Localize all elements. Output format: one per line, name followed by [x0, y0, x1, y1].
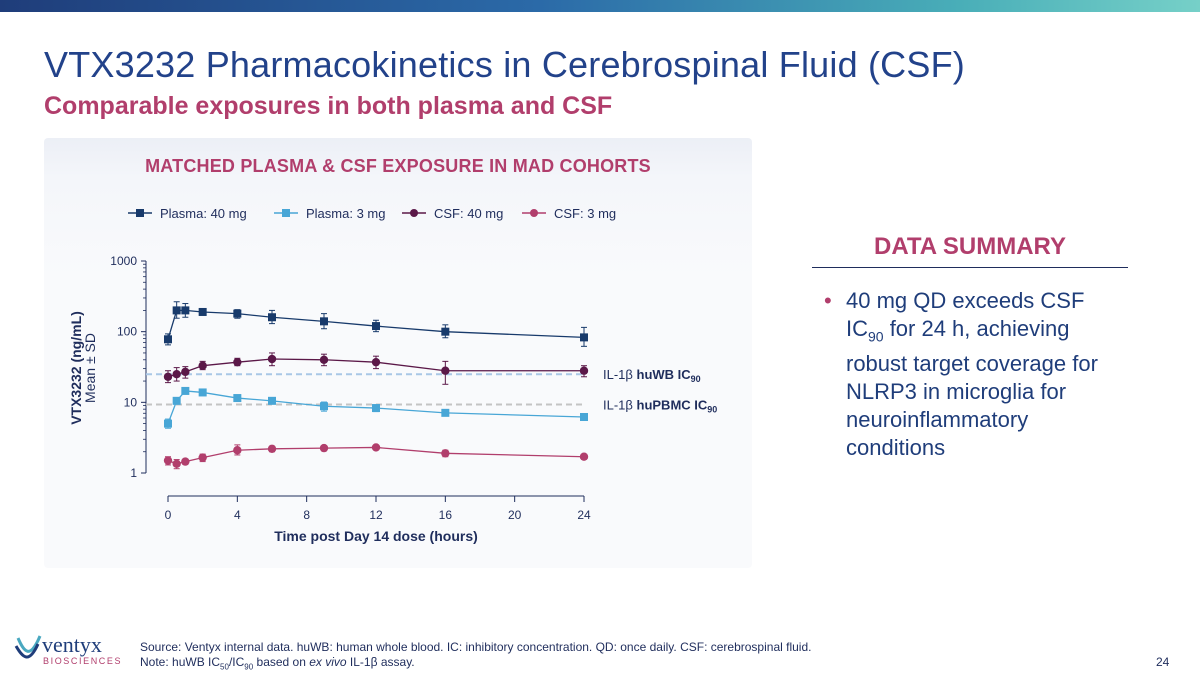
- x-tick-label: 12: [369, 508, 383, 522]
- footer-note: Note: huWB IC50/IC90 based on ex vivo IL…: [140, 655, 415, 672]
- page-subtitle: Comparable exposures in both plasma and …: [44, 92, 613, 120]
- x-axis-label: Time post Day 14 dose (hours): [274, 528, 478, 544]
- data-point: [372, 404, 380, 413]
- data-point: [181, 386, 190, 395]
- data-point: [198, 453, 207, 462]
- data-point: [172, 459, 181, 468]
- data-point: [268, 313, 276, 322]
- x-tick-label: 16: [439, 508, 453, 522]
- data-point: [172, 370, 181, 379]
- series-line: [167, 309, 585, 340]
- data-point: [371, 443, 381, 452]
- data-point: [233, 394, 242, 403]
- legend-marker: [282, 209, 290, 217]
- series-line: [167, 446, 585, 465]
- page-number: 24: [1156, 655, 1170, 669]
- data-point: [172, 306, 181, 315]
- footer-notes: Source: Ventyx internal data. huWB: huma…: [140, 640, 811, 674]
- y-tick-label: 100: [117, 325, 137, 339]
- x-tick-label: 0: [165, 508, 172, 522]
- legend-label: Plasma: 3 mg: [306, 206, 385, 221]
- legend-label: CSF: 3 mg: [554, 206, 616, 221]
- data-point: [164, 419, 172, 428]
- data-point: [164, 335, 172, 344]
- data-point: [198, 307, 207, 316]
- y-axis-sublabel: Mean ± SD: [82, 333, 98, 403]
- logo-wordmark: ventyx: [42, 632, 102, 657]
- x-tick-label: 8: [303, 508, 310, 522]
- data-point: [441, 449, 450, 458]
- data-point: [172, 396, 181, 405]
- data-point: [181, 306, 190, 315]
- chart-panel-title: MATCHED PLASMA & CSF EXPOSURE IN MAD COH…: [145, 156, 651, 176]
- summary-bullet-text: 40 mg QD exceeds CSF IC90 for 24 h, achi…: [846, 288, 1098, 461]
- x-tick-label: 24: [577, 508, 591, 522]
- x-tick-label: 4: [234, 508, 241, 522]
- series-line: [167, 358, 584, 378]
- legend-marker: [530, 209, 538, 217]
- data-point: [163, 372, 173, 381]
- data-point: [441, 327, 450, 336]
- data-point: [233, 446, 242, 455]
- ventyx-logo-icon: [14, 635, 42, 659]
- data-point: [319, 443, 329, 453]
- reference-line-label: IL-1β huWB IC90: [603, 367, 701, 384]
- page-title: VTX3232 Pharmacokinetics in Cerebrospina…: [44, 44, 965, 85]
- data-point: [268, 396, 276, 405]
- data-point: [181, 367, 190, 377]
- legend-marker: [410, 209, 418, 217]
- data-point: [163, 456, 173, 465]
- data-point: [233, 357, 242, 367]
- reference-line-label: IL-1β huPBMC IC90: [603, 398, 717, 415]
- data-point: [267, 354, 277, 364]
- logo-subtext: BIOSCIENCES: [43, 656, 123, 666]
- top-gradient-bar: [0, 0, 1200, 12]
- x-tick-label: 20: [508, 508, 522, 522]
- data-point: [320, 317, 328, 326]
- footer-source: Source: Ventyx internal data. huWB: huma…: [140, 640, 812, 654]
- y-axis-label: VTX3232 (ng/mL): [68, 311, 84, 425]
- data-point: [580, 413, 588, 422]
- y-tick-label: 10: [124, 395, 138, 409]
- summary-title: DATA SUMMARY: [874, 233, 1066, 260]
- bullet-dot-icon: •: [824, 288, 832, 313]
- data-point: [198, 361, 207, 370]
- data-point: [580, 333, 588, 342]
- summary-bullet: • 40 mg QD exceeds CSF IC90 for 24 h, ac…: [824, 287, 1124, 462]
- y-tick-label: 1: [130, 466, 137, 480]
- data-point: [181, 457, 190, 466]
- data-point: [579, 366, 589, 375]
- series-line: [167, 390, 585, 424]
- pk-chart: Plasma: 40 mg Plasma: 3 mg CSF: 40 mg CSF: …: [68, 206, 717, 544]
- data-point: [198, 388, 207, 397]
- legend-marker: [136, 209, 144, 217]
- data-point: [441, 366, 450, 375]
- legend-label: Plasma: 40 mg: [160, 206, 247, 221]
- y-tick-label: 1000: [110, 254, 137, 268]
- data-point: [319, 355, 329, 364]
- data-point: [371, 357, 381, 367]
- summary-divider: [812, 267, 1128, 268]
- data-point: [233, 309, 242, 318]
- data-point: [441, 408, 450, 417]
- legend-label: CSF: 40 mg: [434, 206, 503, 221]
- data-point: [579, 452, 589, 461]
- data-point: [267, 444, 277, 454]
- data-point: [320, 402, 328, 411]
- data-point: [372, 322, 380, 331]
